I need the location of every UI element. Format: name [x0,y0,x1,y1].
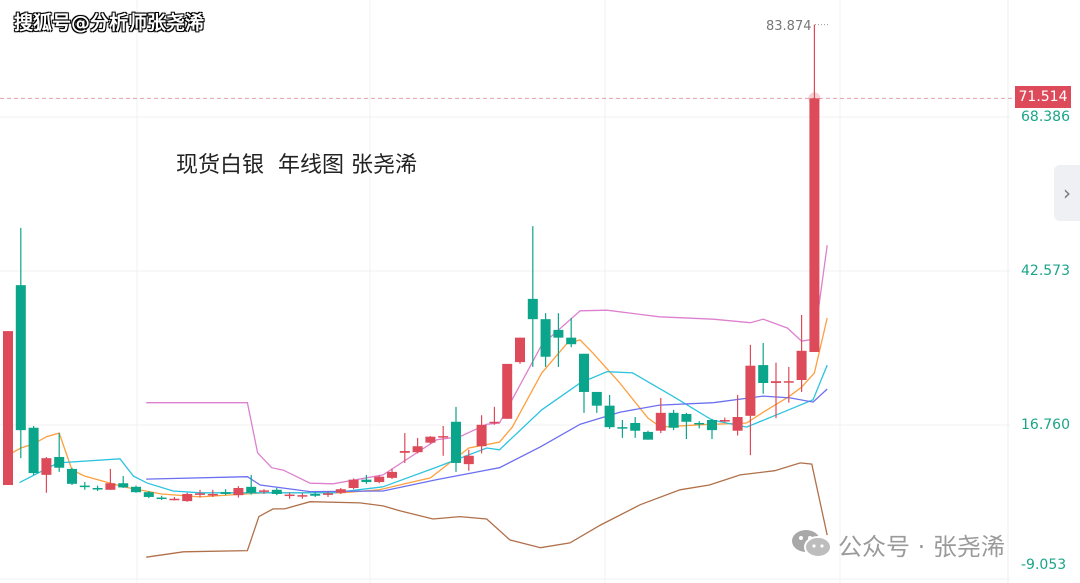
y-tick-label: 16.760 [1021,417,1070,433]
indicator-line-band_lower [146,462,828,558]
candle-body [233,488,244,496]
y-tick-label: -9.053 [1021,557,1067,573]
candle-body [207,493,218,496]
candle-body [182,493,193,502]
candle-body [105,483,116,490]
candle-body [463,455,474,465]
candle-body [143,492,154,497]
candle-body [745,365,756,416]
last-price-label: 71.514 [1015,86,1071,108]
collapse-panel-chevron-right-icon[interactable]: › [1054,165,1080,221]
wechat-icon [792,530,832,558]
wechat-watermark: 公众号 · 张尧浠 [838,533,1005,561]
candle-body [92,488,103,490]
candle-body [719,419,730,422]
candle-body [131,486,141,493]
candle-body [553,329,564,338]
candle-body [220,492,231,494]
indicator-line-band_upper [146,245,828,485]
candle-body [732,417,743,431]
candle-body [809,98,820,352]
candle-body [707,419,717,431]
candle-body [3,331,13,486]
candle-body [438,436,449,438]
candle-body [54,456,65,468]
candle-body [323,493,333,495]
sohu-watermark: 搜狐号@分析师张尧浠 [14,12,205,34]
candle-body [335,489,346,493]
candle-body [399,451,410,453]
candle-body [361,479,372,483]
candle-body [387,471,397,478]
candle-body [681,414,692,422]
y-tick-label: 68.386 [1021,109,1070,125]
candle-body [259,490,269,492]
candle-body [617,427,628,429]
candle-body [796,350,807,381]
candle-body [310,493,321,496]
candle-body [297,495,308,497]
candle-body [579,353,589,392]
candle-body [425,436,436,443]
candle-body [655,412,666,431]
candle-body [489,421,500,424]
indicator-line-ma_cyan [19,364,828,494]
candle-body [246,486,257,493]
candle-body [604,405,615,428]
indicator-line-ma_orange [7,317,828,498]
candle-body [28,427,39,474]
candle-body [348,479,359,489]
candle-body [540,319,551,357]
candle-body [591,391,602,406]
candle-body [668,412,679,428]
candle-body [374,476,385,483]
candle-body [169,498,180,501]
candle-body [412,446,423,453]
candle-body [118,483,129,488]
candle-body [527,298,538,320]
chart-title: 现货白银 年线图 张尧浠 [176,153,417,178]
candle-body [15,285,26,431]
candle-body [758,365,769,383]
candle-body [643,431,653,440]
candle-body [41,458,52,475]
candle-body [195,493,205,495]
candle-body [515,337,525,363]
candle-body [566,337,577,345]
high-price-label: 83.874 [766,19,812,34]
candle-body [271,489,282,494]
last-price-glow [808,92,821,105]
candle-body [156,497,167,500]
candle-body [67,468,77,484]
indicator-line-ma_blue [146,388,828,493]
candle-body [694,422,705,425]
candle-body [771,381,781,383]
candle-body [783,381,794,383]
y-tick-label: 42.573 [1021,263,1070,279]
candle-body [79,485,90,488]
candle-body [630,422,641,431]
candle-body [451,421,461,463]
candle-body [502,363,513,419]
candle-body [476,424,487,447]
candle-body [284,494,295,497]
